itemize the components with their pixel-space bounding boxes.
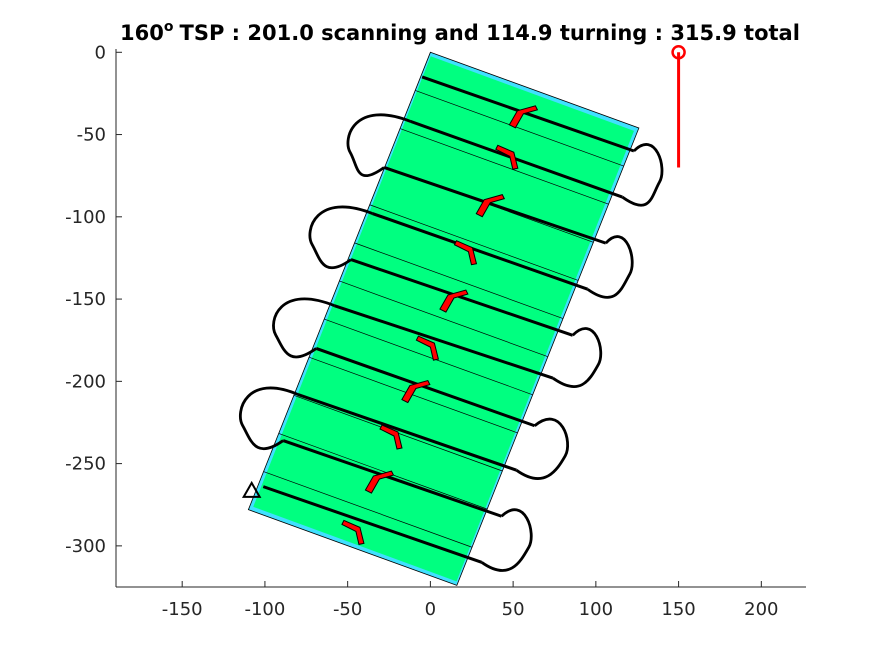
x-tick-label: 100 xyxy=(579,599,613,620)
y-tick-label: 0 xyxy=(95,42,106,63)
end-marker xyxy=(241,480,262,498)
x-tick-label: -50 xyxy=(333,599,362,620)
turn-loop xyxy=(552,327,603,388)
direction-arrow xyxy=(379,424,403,450)
start-marker xyxy=(671,45,686,60)
direction-arrow xyxy=(475,194,506,218)
strip-divider xyxy=(308,356,518,434)
direction-arrow xyxy=(364,470,395,494)
strip-divider xyxy=(278,433,488,510)
strip-divider xyxy=(369,204,579,281)
scan-line xyxy=(297,393,517,472)
y-tick-layer: 0 -50 -100 -150 -200 -250 -300 xyxy=(65,42,122,557)
y-tick-label: -100 xyxy=(65,207,106,228)
turn-loop xyxy=(480,508,533,572)
title-main-text: TSP : 201.0 scanning and 114.9 turning :… xyxy=(180,21,800,45)
coverage-path-layer xyxy=(238,75,664,572)
turn-loop xyxy=(346,113,412,177)
direction-arrow xyxy=(453,240,478,266)
x-tick-layer: -150 -100 -50 0 50 100 150 200 xyxy=(162,581,779,620)
strip-divider xyxy=(354,242,564,319)
strip-divider xyxy=(399,128,609,205)
direction-arrow xyxy=(508,105,539,129)
direction-arrow xyxy=(341,519,365,546)
turn-loop xyxy=(621,143,664,207)
direction-arrow-layer xyxy=(341,105,539,546)
scan-line xyxy=(350,258,574,337)
x-tick-label: -150 xyxy=(162,599,203,620)
direction-arrow xyxy=(401,379,431,404)
y-tick-label: -200 xyxy=(65,371,106,392)
strip-divider xyxy=(324,318,533,396)
scan-line xyxy=(421,75,635,153)
x-tick-label: 50 xyxy=(502,599,525,620)
strip-divider xyxy=(263,471,473,548)
x-tick-label: -100 xyxy=(244,599,285,620)
direction-arrow xyxy=(439,289,469,313)
y-tick-label: -250 xyxy=(65,454,106,475)
scan-line xyxy=(262,485,483,564)
turn-loop xyxy=(308,205,373,270)
strip-divider xyxy=(415,90,624,167)
y-tick-label: -300 xyxy=(65,536,106,557)
y-tick-label: -150 xyxy=(65,289,106,310)
scan-line xyxy=(315,347,536,428)
scan-line xyxy=(282,439,503,518)
title-degree-symbol: o xyxy=(164,19,174,35)
direction-arrow xyxy=(415,335,440,361)
x-tick-label: 0 xyxy=(425,599,436,620)
turn-loop xyxy=(272,297,335,359)
strip-divider xyxy=(339,280,548,357)
scan-line xyxy=(383,166,607,245)
scan-line xyxy=(410,119,623,199)
chart-title: 160o TSP : 201.0 scanning and 114.9 turni… xyxy=(120,19,800,45)
marker-layer xyxy=(241,45,686,498)
x-tick-label: 150 xyxy=(661,599,695,620)
title-angle: 160 xyxy=(120,21,164,45)
scan-line xyxy=(371,212,589,291)
direction-arrow xyxy=(495,144,519,170)
scan-line xyxy=(333,304,554,380)
y-tick-label: -50 xyxy=(77,125,106,146)
turn-loop xyxy=(586,235,634,299)
turn-loop xyxy=(515,417,570,480)
x-tick-label: 200 xyxy=(744,599,778,620)
turn-loop xyxy=(238,386,299,451)
